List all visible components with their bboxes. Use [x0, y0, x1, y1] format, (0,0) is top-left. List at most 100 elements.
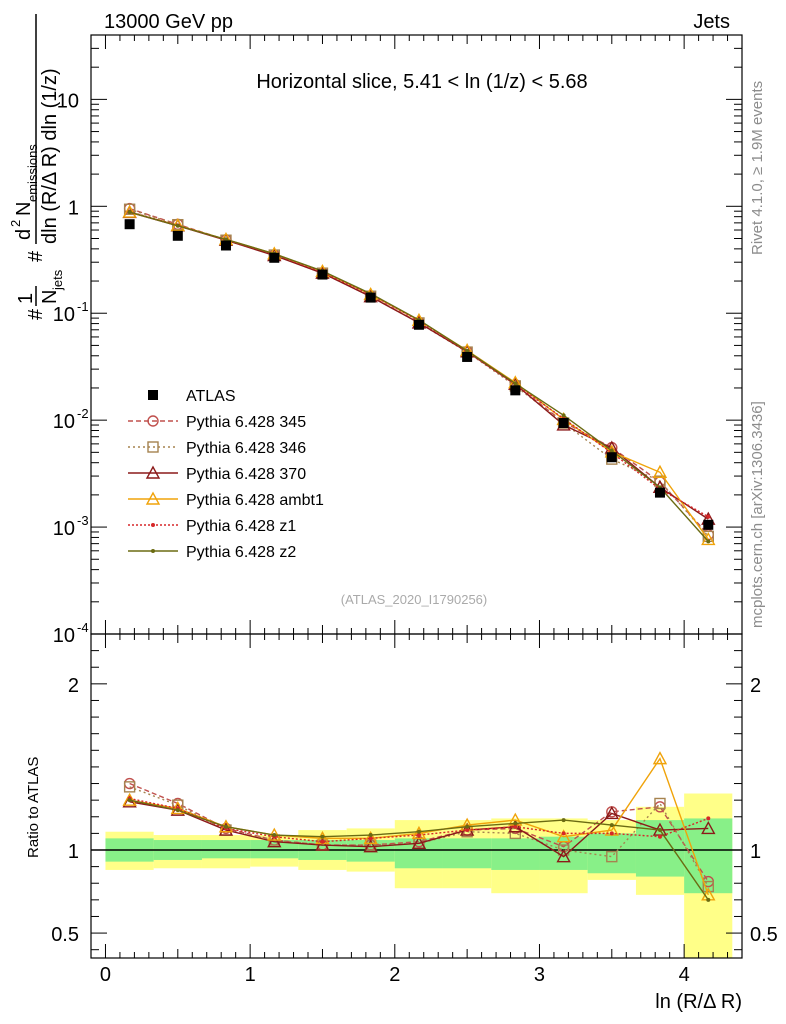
- ratio-point-series-2-5: [363, 839, 378, 853]
- data-point-10: [606, 452, 617, 463]
- side-label-top: Rivet 4.1.0, ≥ 1.9M events: [749, 81, 766, 255]
- ratio-point-series-1-0: [123, 781, 136, 793]
- ratio-point-series-3-0: [122, 792, 137, 806]
- ratio-tick-label-right: 2: [750, 675, 761, 697]
- main-point-series-4-12: [706, 514, 711, 519]
- legend-label-2: Pythia 6.428 370: [186, 466, 306, 483]
- data-point-7: [462, 351, 473, 362]
- ratio-point-series-4-11: [657, 834, 662, 839]
- y-tick-exponent: -4: [77, 620, 89, 635]
- ratio-bands: [91, 793, 742, 958]
- legend-marker-3: [145, 491, 161, 505]
- ratio-point-series-2-3: [267, 834, 282, 848]
- data-point-5: [365, 292, 376, 303]
- main-series: [122, 202, 716, 546]
- header-left: 13000 GeV pp: [104, 11, 233, 33]
- ratio-point-series-2-12: [701, 820, 716, 835]
- main-point-series-3-0: [122, 204, 137, 218]
- header-right: Jets: [693, 11, 730, 33]
- y-label-two: 2: [8, 220, 23, 227]
- band-stat-7: [442, 838, 492, 869]
- x-tick-label-0: 0: [100, 964, 111, 986]
- y-label-emissions: emissions: [25, 144, 40, 202]
- legend-label-1: Pythia 6.428 346: [186, 440, 306, 457]
- ratio-tick-label-left: 0.5: [51, 924, 79, 946]
- ratio-point-series-5-4: [320, 834, 325, 839]
- data-point-11: [654, 487, 665, 498]
- main-point-series-5-9: [561, 413, 566, 418]
- y-tick-exponent: -2: [77, 406, 89, 421]
- ratio-tick-label-right: 1: [750, 841, 761, 863]
- main-point-series-5-8: [513, 381, 518, 386]
- legend-label-3: Pythia 6.428 ambt1: [186, 492, 324, 509]
- y-label-d: d: [13, 229, 35, 240]
- main-line-series-0: [129, 207, 709, 536]
- ratio-point-series-4-12: [706, 816, 711, 821]
- y-tick-label: 10: [53, 625, 75, 647]
- ratio-point-series-2-9: [556, 849, 571, 863]
- legend-marker-0: [147, 415, 159, 427]
- ratio-point-series-1-10: [606, 850, 618, 863]
- legend-marker-2: [145, 465, 161, 479]
- main-point-series-5-12: [706, 539, 711, 544]
- x-tick-label-3: 3: [534, 964, 545, 986]
- watermark: (ATLAS_2020_I1790256): [341, 592, 487, 607]
- y-label-n: N: [39, 290, 61, 304]
- legend-label-0: Pythia 6.428 345: [186, 414, 306, 431]
- ratio-point-series-5-1: [175, 808, 180, 813]
- y-label-one: 1: [15, 293, 37, 304]
- ratio-point-series-5-12: [706, 897, 711, 902]
- ratio-point-series-2-8: [508, 819, 523, 833]
- x-tick-label-1: 1: [245, 964, 256, 986]
- data-point-9: [558, 418, 569, 429]
- ratio-point-series-3-1: [170, 800, 185, 815]
- legend-marker-data: [148, 390, 158, 400]
- ratio-point-series-4-4: [320, 839, 325, 844]
- main-point-series-5-7: [465, 348, 470, 353]
- legend-label-4: Pythia 6.428 z1: [186, 518, 296, 535]
- data-point-1: [172, 230, 183, 241]
- ratio-point-series-2-6: [411, 835, 427, 850]
- main-point-series-5-10: [609, 448, 614, 453]
- y-axis-label: # 1 N jets # d 2 N emissions dln (R/Δ R)…: [8, 14, 65, 320]
- ratio-point-series-2-10: [604, 805, 619, 820]
- band-stat-3: [250, 840, 299, 859]
- ratio-point-series-3-5: [363, 830, 378, 845]
- y-label-hash-1: #: [25, 308, 47, 320]
- main-point-series-3-11: [652, 464, 668, 478]
- data-point-0: [124, 219, 135, 230]
- ratio-point-series-4-5: [368, 836, 373, 841]
- legend: ATLAS Pythia 6.428 345 Pythia 6.428 346 Pyt…: [128, 388, 324, 561]
- band-stat-10: [587, 833, 636, 874]
- ratio-point-series-5-11: [657, 828, 662, 833]
- ratio-point-series-4-9: [561, 831, 566, 836]
- main-point-series-5-2: [223, 237, 228, 242]
- legend-marker-1: [147, 441, 159, 453]
- ratio-point-series-5-6: [416, 829, 421, 834]
- y-tick-label: 10: [53, 518, 75, 540]
- ratio-point-series-5-2: [223, 824, 228, 829]
- x-axis-label: ln (R/Δ R): [655, 991, 742, 1013]
- ratio-point-series-4-7: [465, 828, 470, 833]
- ratio-point-series-4-10: [609, 831, 614, 836]
- legend-marker-4: [151, 523, 155, 527]
- ratio-point-series-5-0: [127, 798, 132, 803]
- band-stat-2: [201, 840, 251, 859]
- ratio-point-series-4-8: [513, 824, 518, 829]
- ratio-point-series-5-5: [368, 833, 373, 838]
- ratio-tick-label-left: 1: [68, 841, 79, 863]
- x-tick-label-4: 4: [679, 964, 690, 986]
- data-point-12: [703, 519, 714, 530]
- ratio-series: [122, 751, 716, 902]
- legend-label-data: ATLAS: [186, 388, 236, 405]
- y-tick-exponent: -1: [77, 299, 89, 314]
- legend-label-5: Pythia 6.428 z2: [186, 544, 296, 561]
- ratio-point-series-5-9: [561, 818, 566, 823]
- ratio-y-label: Ratio to ATLAS: [25, 757, 42, 858]
- y-label-denominator: dln (R/Δ R) dln (1/z): [39, 68, 61, 244]
- ratio-tick-label-right: 0.5: [750, 924, 778, 946]
- band-stat-8: [491, 838, 540, 870]
- data-point-4: [317, 269, 328, 280]
